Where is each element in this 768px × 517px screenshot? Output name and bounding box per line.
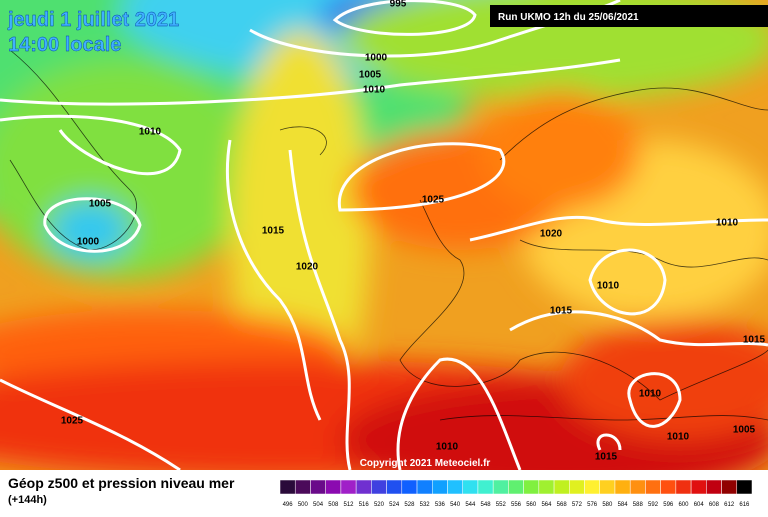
- forecast-time: 14:00 locale: [8, 34, 121, 56]
- colorbar-cell: [553, 479, 570, 495]
- colorbar-cell: [371, 479, 387, 495]
- colorbar-cell: [538, 479, 555, 495]
- isobar-label: 1010: [667, 432, 690, 443]
- colorbar-label: 516: [359, 502, 370, 508]
- legend-title: Géop z500 et pression niveau mer: [8, 475, 235, 491]
- colorbar: 496 500 504 508 512 516 520 524 528 532 536 540 544 5…: [279, 479, 753, 508]
- colorbar-cell: [340, 479, 357, 495]
- colorbar-cell: [675, 479, 692, 495]
- colorbar-cell: [447, 479, 463, 495]
- lead-time: (+144h): [8, 494, 47, 506]
- colorbar-cell: [660, 479, 677, 495]
- colorbar-label: 556: [511, 502, 522, 508]
- isobar-label: 1020: [296, 262, 319, 273]
- colorbar-cell: [569, 479, 585, 495]
- colorbar-cell: [523, 479, 540, 495]
- colorbar-cell: [325, 479, 342, 495]
- isobar-label: 1000: [365, 53, 388, 64]
- colorbar-label: 612: [724, 502, 735, 508]
- isobar-label: 1015: [550, 306, 573, 317]
- colorbar-cell: [645, 479, 661, 495]
- isobar-label: 995: [390, 0, 407, 10]
- colorbar-cell: [721, 479, 738, 495]
- isobar-label: 1020: [540, 229, 563, 240]
- colorbar-cell: [386, 479, 403, 495]
- colorbar-label: 540: [450, 502, 461, 508]
- colorbar-label: 500: [298, 502, 309, 508]
- isobar-label: 1010: [716, 218, 739, 229]
- colorbar-label: 616: [739, 502, 750, 508]
- isobar-label: 1005: [89, 199, 112, 210]
- geopotential-field: 995 1000 1005 1010 1010 1005 1000 1025 1020 1015 1…: [0, 0, 768, 470]
- colorbar-label: 584: [618, 502, 629, 508]
- colorbar-cell: [432, 479, 448, 495]
- isobar-label: 1015: [595, 452, 618, 463]
- colorbar-cell: [584, 479, 600, 495]
- copyright: Copyright 2021 Meteociel.fr: [360, 458, 491, 469]
- colorbar-label: 580: [602, 502, 613, 508]
- isobar-label: 1025: [422, 195, 445, 206]
- colorbar-label: 504: [313, 502, 324, 508]
- colorbar-cell: [736, 479, 753, 495]
- isobar-label: 1010: [363, 85, 386, 96]
- colorbar-label: 528: [404, 502, 415, 508]
- colorbar-label: 524: [389, 502, 400, 508]
- colorbar-cell: [706, 479, 722, 495]
- isobar-label: 1000: [77, 237, 100, 248]
- colorbar-cell: [599, 479, 616, 495]
- colorbar-label: 572: [572, 502, 583, 508]
- isobar-label: 1005: [359, 70, 382, 81]
- colorbar-label: 532: [420, 502, 431, 508]
- colorbar-label: 564: [541, 502, 552, 508]
- coastlines: [9, 49, 768, 421]
- colorbar-cell: [355, 479, 372, 495]
- colorbar-cell: [508, 479, 524, 495]
- colorbar-cell: [629, 479, 646, 495]
- colorbar-cell: [690, 479, 707, 495]
- colorbar-label: 600: [678, 502, 689, 508]
- colorbar-label: 592: [648, 502, 659, 508]
- colorbar-label: 576: [587, 502, 598, 508]
- colorbar-cell: [462, 479, 479, 495]
- isobar-label: 1010: [597, 281, 620, 292]
- colorbar-label: 588: [633, 502, 644, 508]
- colorbar-label: 548: [481, 502, 492, 508]
- run-info: Run UKMO 12h du 25/06/2021: [498, 12, 639, 23]
- isobar-label: 1010: [436, 442, 459, 453]
- colorbar-label: 568: [557, 502, 568, 508]
- colorbar-label: 596: [663, 502, 674, 508]
- isobar-label: 1005: [733, 425, 756, 436]
- run-banner: [490, 5, 768, 27]
- colorbar-label: 608: [709, 502, 720, 508]
- isobar-label: 1025: [61, 416, 84, 427]
- colorbar-cell: [279, 479, 296, 495]
- colorbar-label: 544: [465, 502, 476, 508]
- isobar-label: 1010: [139, 127, 162, 138]
- colorbar-label: 512: [344, 502, 355, 508]
- colorbar-label: 496: [283, 502, 294, 508]
- isobar-label: 1010: [639, 389, 662, 400]
- colorbar-cell: [614, 479, 631, 495]
- isobar-label: 1015: [743, 335, 766, 346]
- colorbar-cell: [477, 479, 494, 495]
- colorbar-label: 552: [496, 502, 507, 508]
- colorbar-cell: [401, 479, 418, 495]
- colorbar-label: 508: [328, 502, 339, 508]
- colorbar-cell: [492, 479, 509, 495]
- isobar-label: 1015: [262, 226, 285, 237]
- colorbar-label: 560: [526, 502, 537, 508]
- colorbar-cell: [294, 479, 311, 495]
- forecast-date: jeudi 1 juillet 2021: [7, 9, 179, 31]
- colorbar-label: 536: [435, 502, 446, 508]
- colorbar-label: 520: [374, 502, 385, 508]
- colorbar-cell: [310, 479, 326, 495]
- colorbar-cell: [416, 479, 433, 495]
- colorbar-label: 604: [694, 502, 705, 508]
